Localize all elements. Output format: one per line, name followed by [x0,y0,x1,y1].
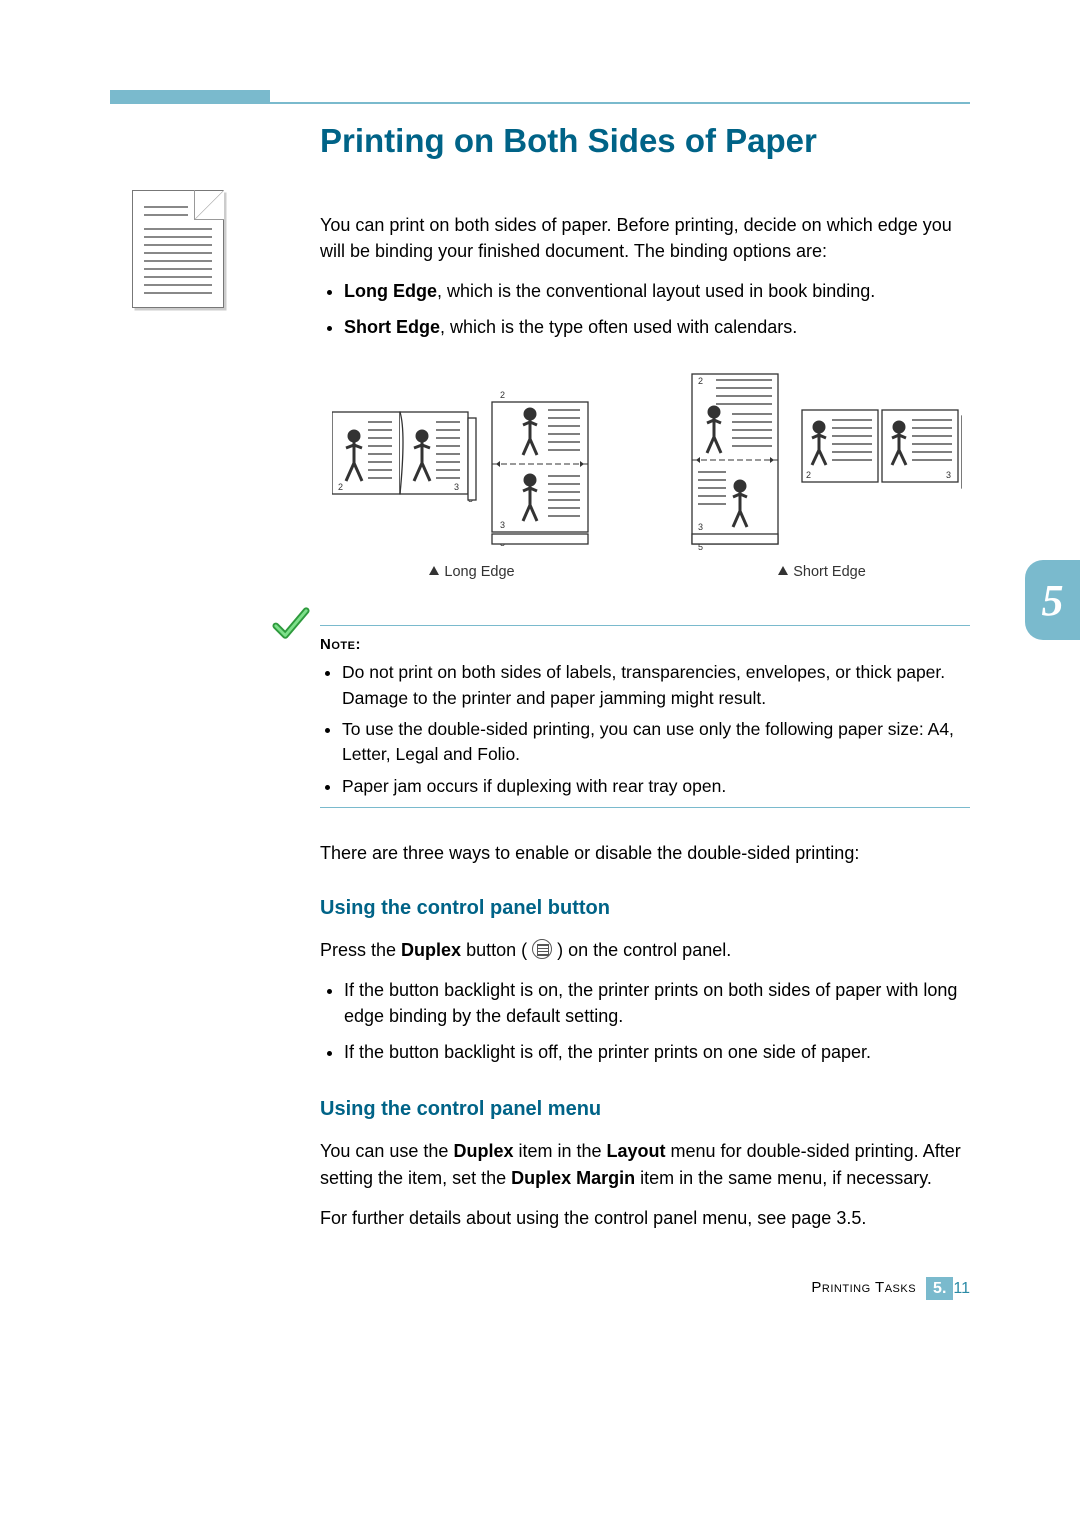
document-page: Printing on Both Sides of Paper You can … [0,0,1080,1360]
binding-diagrams: 2 3 5 [332,370,970,583]
page-footer: Printing Tasks 5.11 [320,1277,970,1300]
svg-text:5: 5 [698,542,703,550]
methods-intro: There are three ways to enable or disabl… [320,840,970,866]
main-content: You can print on both sides of paper. Be… [320,212,970,1300]
section-heading-menu: Using the control panel menu [320,1095,970,1124]
top-rule [110,90,970,108]
note-item: Do not print on both sides of labels, tr… [342,660,970,711]
checkmark-icon [272,605,310,643]
long-edge-diagram: 2 3 5 [332,370,612,583]
svg-text:3: 3 [698,522,703,532]
note-title: Note: [320,634,970,656]
svg-text:3: 3 [500,520,505,530]
binding-option-short: Short Edge, which is the type often used… [344,314,970,340]
footer-section: Printing Tasks [811,1277,916,1299]
svg-text:2: 2 [500,390,505,400]
note-item: To use the double-sided printing, you ca… [342,717,970,768]
button-item: If the button backlight is off, the prin… [344,1039,970,1065]
button-item: If the button backlight is on, the print… [344,977,970,1029]
footer-page: 11 [953,1280,970,1297]
menu-p2: For further details about using the cont… [320,1205,970,1231]
page-title: Printing on Both Sides of Paper [320,122,970,160]
chapter-tab: 5 [1025,560,1080,640]
note-list: Do not print on both sides of labels, tr… [320,660,970,799]
button-list: If the button backlight is on, the print… [320,977,970,1065]
svg-text:3: 3 [946,470,951,480]
binding-option-long: Long Edge, which is the conventional lay… [344,278,970,304]
menu-p1: You can use the Duplex item in the Layou… [320,1138,970,1190]
svg-text:2: 2 [338,482,343,492]
note-item: Paper jam occurs if duplexing with rear … [342,774,970,799]
svg-text:2: 2 [698,376,703,386]
duplex-page-icon [132,190,224,308]
short-edge-diagram: 2 [682,370,962,583]
short-edge-caption: Short Edge [682,562,962,583]
section-heading-button: Using the control panel button [320,894,970,923]
duplex-button-icon [532,939,552,959]
svg-text:3: 3 [454,482,459,492]
footer-chapter: 5. [926,1277,953,1300]
button-lead: Press the Duplex button ( ) on the contr… [320,937,970,963]
svg-text:2: 2 [806,470,811,480]
binding-options-list: Long Edge, which is the conventional lay… [320,278,970,340]
intro-paragraph: You can print on both sides of paper. Be… [320,212,970,264]
note-block: Note: Do not print on both sides of labe… [278,625,970,808]
long-edge-caption: Long Edge [332,562,612,583]
